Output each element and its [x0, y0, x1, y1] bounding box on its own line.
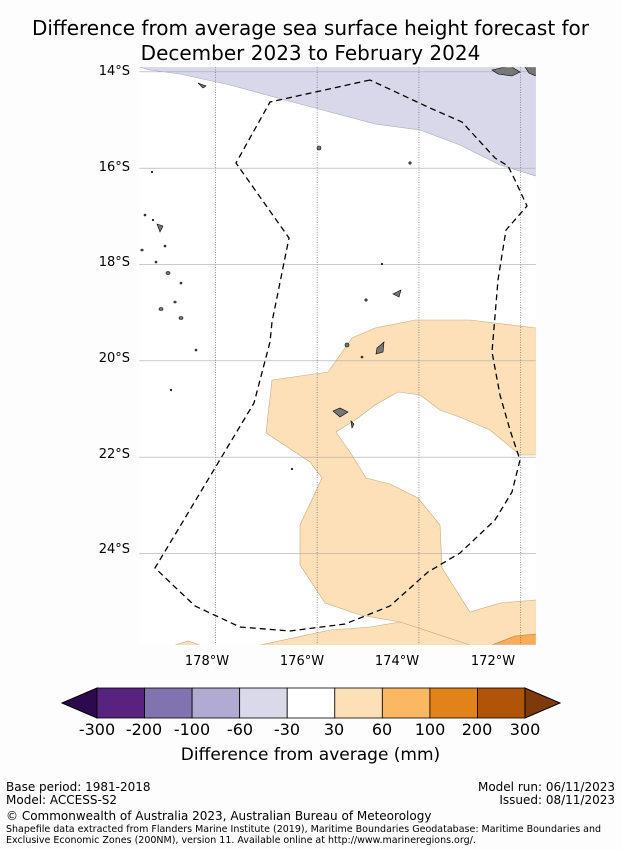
island-northeast — [491, 67, 521, 77]
island-small — [364, 298, 368, 302]
island-small — [408, 161, 412, 165]
map-frame — [138, 66, 537, 646]
colorbar-tick: -60 — [226, 720, 254, 739]
lat-label: 18°S — [98, 255, 130, 270]
title-line-2: December 2023 to February 2024 — [140, 41, 481, 65]
title-line-1: Difference from average sea surface heig… — [31, 16, 590, 40]
lon-label: 178°W — [184, 654, 230, 669]
anomaly-region-positive-north — [265, 319, 536, 645]
island-small — [179, 281, 183, 285]
island-small — [143, 213, 147, 217]
islands — [140, 67, 536, 471]
colorbar-bin — [96, 687, 145, 719]
lon-label: 176°W — [279, 654, 325, 669]
lon-label: 172°W — [470, 654, 516, 669]
model-name: Model: ACCESS-S2 — [6, 793, 118, 807]
island-small — [154, 260, 158, 264]
colorbar-bin — [144, 687, 193, 719]
colorbar-bin — [334, 687, 383, 719]
colorbar-bin — [429, 687, 478, 719]
island-tongatapu — [332, 407, 349, 418]
island-small — [380, 262, 384, 266]
lat-label: 24°S — [98, 542, 130, 557]
island-small — [360, 355, 364, 359]
colorbar-tick: 100 — [414, 720, 446, 739]
sea-surface-height-map — [138, 66, 537, 646]
island-small — [165, 271, 171, 275]
island-small — [173, 300, 177, 304]
colorbar-tick: -100 — [173, 720, 211, 739]
colorbar — [60, 687, 562, 719]
island-small — [178, 316, 184, 320]
lat-label: 20°S — [98, 351, 130, 366]
island-small — [194, 348, 198, 352]
colorbar-tick: -300 — [78, 720, 116, 739]
colorbar-tick: 60 — [371, 720, 393, 739]
colorbar-tick: 300 — [509, 720, 541, 739]
colorbar-label: Difference from average (mm) — [180, 745, 441, 765]
shapefile-credit-line-2: Exclusive Economic Zones (200NM), versio… — [6, 835, 476, 846]
issued-date: Issued: 08/11/2023 — [499, 793, 615, 807]
lat-label: 16°S — [98, 160, 130, 175]
colorbar-bin — [477, 687, 526, 719]
colorbar-bin — [286, 687, 336, 719]
island-small — [150, 170, 154, 174]
island-small — [344, 342, 350, 348]
anomaly-region-positive-south — [174, 621, 471, 645]
gridlines — [139, 67, 536, 645]
island-small — [163, 244, 167, 248]
colorbar-tick: -200 — [125, 720, 163, 739]
island-small — [290, 467, 294, 471]
colorbar-extend-high — [524, 687, 562, 719]
chart-title: Difference from average sea surface heig… — [0, 16, 621, 66]
island-cluster-west — [156, 223, 164, 233]
eez-boundary — [154, 79, 528, 632]
footer-left: Base period: 1981-2018 Model: ACCESS-S2 — [6, 781, 151, 807]
island-northeast-2 — [524, 67, 536, 77]
anomaly-region-negative — [139, 67, 536, 177]
island-small — [169, 388, 173, 392]
island-small — [316, 145, 322, 151]
island-group — [375, 341, 385, 355]
base-period: Base period: 1981-2018 — [6, 780, 151, 794]
lat-label: 14°S — [98, 64, 130, 79]
colorbar-bin — [381, 687, 431, 719]
island-north — [197, 82, 207, 89]
colorbar-tick: 30 — [323, 720, 345, 739]
footer-right: Model run: 06/11/2023 Issued: 08/11/2023 — [478, 781, 615, 807]
anomaly-region-positive-strong — [491, 633, 536, 645]
lon-label: 174°W — [374, 654, 420, 669]
colorbar-bin — [239, 687, 288, 719]
colorbar-tick: -30 — [273, 720, 301, 739]
island-small — [158, 307, 164, 311]
shapefile-credit: Shapefile data extracted from Flanders M… — [6, 824, 616, 846]
colorbar-bin — [191, 687, 241, 719]
colorbar-extend-low — [60, 687, 98, 719]
island-small — [151, 218, 155, 222]
copyright: © Commonwealth of Australia 2023, Austra… — [6, 809, 432, 823]
island-central — [392, 289, 402, 298]
colorbar-tick: 200 — [461, 720, 493, 739]
model-run-date: Model run: 06/11/2023 — [477, 780, 615, 794]
island-small — [140, 248, 144, 252]
island-eua — [350, 420, 355, 429]
shapefile-credit-line-1: Shapefile data extracted from Flanders M… — [6, 824, 602, 835]
lat-label: 22°S — [98, 447, 130, 462]
